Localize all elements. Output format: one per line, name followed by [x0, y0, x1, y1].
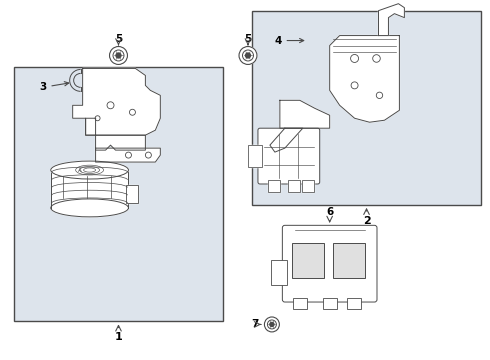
Circle shape	[245, 53, 250, 58]
Text: 4: 4	[274, 36, 304, 46]
Bar	[248, 145, 262, 167]
Bar	[268, 180, 280, 192]
Text: 1: 1	[115, 332, 122, 342]
FancyBboxPatch shape	[258, 128, 319, 184]
Polygon shape	[270, 128, 303, 152]
Text: 3: 3	[39, 82, 69, 93]
Circle shape	[239, 46, 257, 64]
Text: 2: 2	[363, 216, 370, 226]
FancyBboxPatch shape	[282, 225, 377, 302]
Polygon shape	[280, 100, 330, 128]
Bar	[268, 180, 280, 192]
Circle shape	[270, 323, 274, 327]
Bar	[323, 298, 337, 310]
Bar	[252, 11, 481, 205]
Circle shape	[268, 320, 276, 329]
Bar	[302, 180, 314, 192]
Bar	[292, 243, 324, 278]
Bar	[293, 298, 307, 310]
Polygon shape	[378, 4, 404, 36]
Polygon shape	[330, 36, 399, 122]
Bar	[288, 180, 300, 192]
Ellipse shape	[51, 199, 128, 217]
Bar	[14, 67, 223, 321]
Circle shape	[116, 53, 121, 58]
Text: A: A	[78, 167, 81, 172]
Circle shape	[110, 46, 127, 64]
Bar	[126, 185, 138, 203]
Bar	[248, 145, 262, 167]
Bar	[302, 180, 314, 192]
Text: 6: 6	[326, 207, 333, 217]
Circle shape	[265, 317, 279, 332]
Bar	[346, 298, 361, 310]
Text: 5: 5	[115, 33, 122, 44]
Bar	[333, 243, 365, 278]
Bar	[51, 170, 128, 208]
Text: 7: 7	[251, 319, 259, 329]
Polygon shape	[96, 148, 160, 162]
Polygon shape	[86, 118, 146, 150]
Circle shape	[113, 50, 124, 61]
Bar	[271, 260, 287, 285]
Bar	[126, 185, 138, 203]
Text: 5: 5	[245, 33, 251, 44]
Circle shape	[243, 50, 253, 61]
Ellipse shape	[51, 161, 128, 179]
Polygon shape	[73, 68, 160, 135]
Bar	[288, 180, 300, 192]
